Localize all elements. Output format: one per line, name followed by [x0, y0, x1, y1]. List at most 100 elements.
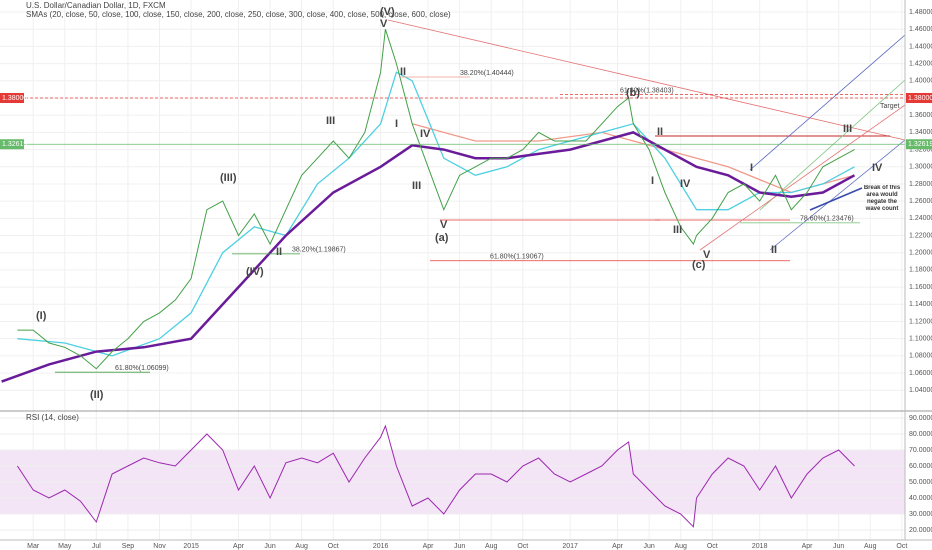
x-tick-label: 2016 — [373, 543, 389, 550]
x-tick-label: Aug — [674, 543, 687, 550]
sma-line — [412, 123, 855, 194]
x-tick-label: Nov — [153, 543, 166, 550]
x-tick-label: Jun — [833, 543, 844, 550]
fib-label: 38.20%(1.19867) — [292, 247, 346, 254]
y-tick-label: 1.46000 — [909, 26, 932, 33]
y-tick-label: 1.20000 — [909, 250, 932, 257]
wave-label: III — [326, 115, 335, 127]
x-tick-label: Oct — [328, 543, 339, 550]
channel-line — [699, 104, 906, 251]
x-tick-label: May — [58, 543, 72, 550]
wave-label: (IV) — [246, 266, 264, 278]
y-tick-label: 1.16000 — [909, 284, 932, 291]
y-tick-label: 40.0000 — [909, 495, 932, 502]
wave-label: II — [400, 66, 406, 78]
wave-label: (III) — [220, 172, 237, 184]
y-tick-label: 30.0000 — [909, 511, 932, 518]
x-tick-label: 2017 — [562, 543, 578, 550]
fib-label: 78.60%(1.23476) — [800, 216, 854, 223]
y-tick-label: 1.12000 — [909, 318, 932, 325]
note-box: Break of this area would negate the wave… — [863, 185, 901, 212]
channel-line — [759, 79, 906, 211]
wave-label: V — [440, 219, 448, 231]
y-tick-label: 60.0000 — [909, 463, 932, 470]
y-tick-label: 50.0000 — [909, 479, 932, 486]
x-tick-label: 2015 — [183, 543, 199, 550]
y-tick-label: 1.28000 — [909, 181, 932, 188]
y-tick-label: 1.44000 — [909, 43, 932, 50]
y-tick-label: 1.26000 — [909, 198, 932, 205]
channel-line — [749, 34, 906, 171]
wave-label: V — [380, 18, 388, 30]
price-tag — [906, 139, 932, 150]
wave-label: (a) — [435, 232, 449, 244]
wave-label: IV — [420, 128, 431, 140]
wave-label: I — [395, 118, 398, 130]
fib-label: 61.80%(1.19067) — [490, 254, 544, 261]
x-tick-label: Apr — [233, 543, 245, 550]
y-tick-label: 1.18000 — [909, 267, 932, 274]
x-tick-label: Aug — [485, 543, 498, 550]
wave-label: (b) — [626, 87, 640, 99]
y-tick-label: 1.48000 — [909, 9, 932, 16]
rsi-line — [16, 424, 855, 528]
x-tick-label: Jun — [264, 543, 275, 550]
rsi-title: RSI (14, close) — [26, 413, 79, 422]
y-tick-label: 1.22000 — [909, 232, 932, 239]
plot: 61.80%(1.06099) 38.20%(1.19867) 38.20%(1.4… — [0, 19, 906, 528]
note: Break of this area would negate the wave… — [863, 185, 901, 212]
grid — [0, 0, 905, 540]
x-tick-label: Mar — [27, 543, 40, 550]
annotations: (V) V (III) (IV) (I) (II) III II II I IV… — [36, 6, 901, 401]
x-tick-label: Oct — [707, 543, 718, 550]
wave-label: IV — [872, 162, 883, 174]
fib-label: 61.80%(1.38403) — [620, 87, 674, 94]
x-tick-label: 2018 — [752, 543, 768, 550]
price-tag-label: 1.32619 — [908, 141, 932, 148]
wave-label: V — [703, 249, 711, 261]
y-tick-label: 1.32000 — [909, 146, 932, 153]
wave-label: (V) — [380, 6, 395, 18]
x-tick-label: Aug — [864, 543, 877, 550]
note: Target — [880, 103, 900, 110]
wave-label: IV — [680, 178, 691, 190]
price-tag-label: 1.38000 — [2, 95, 27, 102]
price-tag-label: 1.32619 — [2, 141, 27, 148]
x-tick-label: Oct — [896, 543, 907, 550]
wave-label: I — [651, 175, 654, 187]
price-tag — [906, 92, 932, 103]
y-tick-label: 1.34000 — [909, 129, 932, 136]
price-tag-label: 1.38000 — [908, 95, 932, 102]
chart-title: U.S. Dollar/Canadian Dollar, 1D, FXCM — [26, 1, 166, 10]
wave-label: (c) — [692, 259, 706, 271]
wave-label: II — [771, 244, 777, 256]
y-tick-label: 1.24000 — [909, 215, 932, 222]
x-tick-label: Apr — [612, 543, 624, 550]
y-tick-label: 1.40000 — [909, 78, 932, 85]
y-tick-label: 70.0000 — [909, 447, 932, 454]
x-tick-label: Jun — [643, 543, 654, 550]
y-tick-label: 20.0000 — [909, 527, 932, 534]
x-tick-label: Jul — [92, 543, 101, 550]
chart-subtitle: SMAs (20, close, 50, close, 100, close, … — [26, 10, 451, 19]
y-tick-label: 1.42000 — [909, 60, 932, 67]
x-tick-label: Apr — [423, 543, 435, 550]
wave-label: III — [673, 224, 682, 236]
wave-label: (II) — [90, 389, 104, 401]
x-tick-label: Oct — [517, 543, 528, 550]
y-tick-label: 80.0000 — [909, 431, 932, 438]
y-tick-label: 1.04000 — [909, 387, 932, 394]
y-tick-label: 1.14000 — [909, 301, 932, 308]
x-tick-label: Aug — [295, 543, 308, 550]
y-tick-label: 90.0000 — [909, 415, 932, 422]
fib-label: 61.80%(1.06099) — [115, 365, 169, 372]
wave-label: II — [276, 246, 282, 258]
wave-label: III — [843, 123, 852, 135]
price-line — [17, 29, 855, 370]
trend-line — [387, 19, 906, 141]
wave-label: (I) — [36, 310, 47, 322]
y-tick-label: 1.06000 — [909, 370, 932, 377]
y-tick-label: 1.36000 — [909, 112, 932, 119]
x-tick-label: Apr — [802, 543, 814, 550]
